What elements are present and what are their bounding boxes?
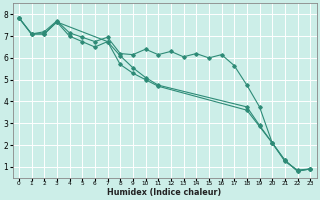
X-axis label: Humidex (Indice chaleur): Humidex (Indice chaleur)	[108, 188, 222, 197]
